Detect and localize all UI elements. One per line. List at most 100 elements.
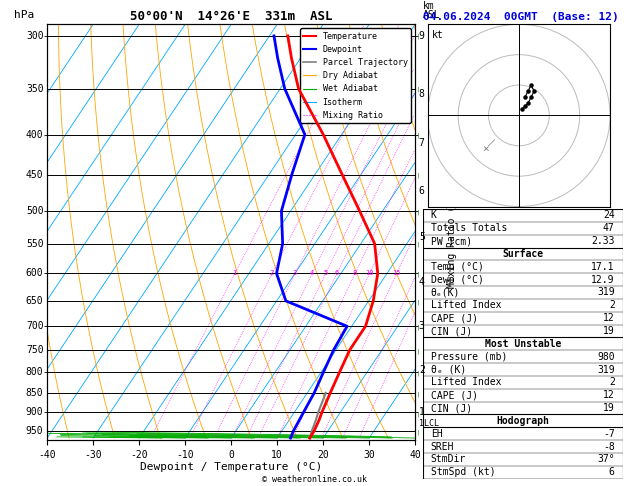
Text: 3: 3 [419, 321, 425, 331]
Text: |: | [416, 209, 420, 214]
Text: CIN (J): CIN (J) [431, 326, 472, 336]
Text: 300: 300 [26, 31, 43, 41]
Text: 12.9: 12.9 [591, 275, 615, 285]
Text: |: | [416, 411, 420, 417]
Text: 10: 10 [365, 270, 374, 277]
Text: |: | [416, 325, 420, 330]
Text: θₑ(K): θₑ(K) [431, 287, 460, 297]
Text: 12: 12 [603, 313, 615, 323]
Text: |: | [416, 348, 420, 354]
Text: Mixing Ratio (g/kg): Mixing Ratio (g/kg) [447, 176, 457, 288]
Text: 450: 450 [26, 170, 43, 180]
Text: StmSpd (kt): StmSpd (kt) [431, 467, 495, 477]
Title: 50°00'N  14°26'E  331m  ASL: 50°00'N 14°26'E 331m ASL [130, 10, 332, 23]
Text: 5: 5 [323, 270, 328, 277]
Text: 1: 1 [419, 407, 425, 417]
Point [523, 87, 533, 95]
Text: Hodograph: Hodograph [496, 416, 549, 426]
Text: 650: 650 [26, 296, 43, 306]
Text: Temp (°C): Temp (°C) [431, 262, 484, 272]
Text: Lifted Index: Lifted Index [431, 377, 501, 387]
Text: 750: 750 [26, 345, 43, 355]
Text: SREH: SREH [431, 442, 454, 451]
Text: © weatheronline.co.uk: © weatheronline.co.uk [262, 474, 367, 484]
Text: 2: 2 [419, 365, 425, 375]
Text: 4: 4 [419, 277, 425, 287]
Text: K: K [431, 210, 437, 221]
Text: 319: 319 [597, 364, 615, 375]
Text: kt: kt [431, 30, 443, 40]
Text: |: | [416, 87, 420, 92]
Text: 5: 5 [419, 232, 425, 243]
Text: 2: 2 [609, 377, 615, 387]
Text: 7: 7 [419, 138, 425, 148]
Text: 700: 700 [26, 321, 43, 331]
Text: 24: 24 [603, 210, 615, 221]
Text: |: | [416, 430, 420, 435]
Text: 800: 800 [26, 367, 43, 377]
Text: 4: 4 [309, 270, 314, 277]
Text: 1LCL: 1LCL [419, 419, 439, 428]
Text: Most Unstable: Most Unstable [484, 339, 561, 349]
Text: |: | [416, 33, 420, 39]
Point [526, 81, 536, 89]
Point [523, 100, 533, 107]
Text: 8: 8 [419, 88, 425, 99]
Text: 12: 12 [603, 390, 615, 400]
Text: 2.33: 2.33 [591, 236, 615, 246]
Text: 550: 550 [26, 239, 43, 249]
Text: ×: × [482, 144, 489, 154]
Text: -8: -8 [603, 442, 615, 451]
Text: CAPE (J): CAPE (J) [431, 313, 477, 323]
Text: |: | [416, 132, 420, 138]
Text: 6: 6 [609, 467, 615, 477]
Text: 04.06.2024  00GMT  (Base: 12): 04.06.2024 00GMT (Base: 12) [423, 12, 618, 22]
Point [520, 93, 530, 101]
Text: 400: 400 [26, 129, 43, 139]
Legend: Temperature, Dewpoint, Parcel Trajectory, Dry Adiabat, Wet Adiabat, Isotherm, Mi: Temperature, Dewpoint, Parcel Trajectory… [300, 29, 411, 123]
Text: EH: EH [431, 429, 442, 439]
Text: |: | [416, 242, 420, 247]
Text: |: | [416, 299, 420, 305]
Text: |: | [416, 392, 420, 397]
Text: 15: 15 [392, 270, 401, 277]
Text: 600: 600 [26, 268, 43, 278]
Text: -7: -7 [603, 429, 615, 439]
X-axis label: Dewpoint / Temperature (°C): Dewpoint / Temperature (°C) [140, 462, 322, 472]
Text: Dewp (°C): Dewp (°C) [431, 275, 484, 285]
Text: 980: 980 [597, 352, 615, 362]
Text: 850: 850 [26, 388, 43, 398]
Text: 319: 319 [597, 287, 615, 297]
Text: StmDir: StmDir [431, 454, 466, 465]
Text: km
ASL: km ASL [423, 1, 440, 20]
Text: 9: 9 [419, 31, 425, 41]
Text: 8: 8 [353, 270, 357, 277]
Text: 3: 3 [293, 270, 297, 277]
Point [529, 87, 539, 95]
Text: CIN (J): CIN (J) [431, 403, 472, 413]
Text: 6: 6 [335, 270, 339, 277]
Text: PW (cm): PW (cm) [431, 236, 472, 246]
Text: 6: 6 [419, 186, 425, 196]
Text: Surface: Surface [502, 249, 543, 259]
Text: 350: 350 [26, 84, 43, 94]
Point [517, 105, 527, 113]
Text: 900: 900 [26, 407, 43, 417]
Point [520, 103, 530, 110]
Text: Pressure (mb): Pressure (mb) [431, 352, 507, 362]
Text: θₑ (K): θₑ (K) [431, 364, 466, 375]
Text: 1: 1 [233, 270, 237, 277]
Text: 2: 2 [270, 270, 274, 277]
Text: |: | [416, 173, 420, 178]
Text: 19: 19 [603, 403, 615, 413]
Text: 17.1: 17.1 [591, 262, 615, 272]
Text: Totals Totals: Totals Totals [431, 223, 507, 233]
Text: 2: 2 [609, 300, 615, 311]
Text: hPa: hPa [14, 10, 35, 20]
Text: |: | [416, 371, 420, 376]
Text: |: | [416, 272, 420, 277]
Text: CAPE (J): CAPE (J) [431, 390, 477, 400]
Text: 500: 500 [26, 206, 43, 216]
Text: 950: 950 [26, 426, 43, 436]
Point [526, 93, 536, 101]
